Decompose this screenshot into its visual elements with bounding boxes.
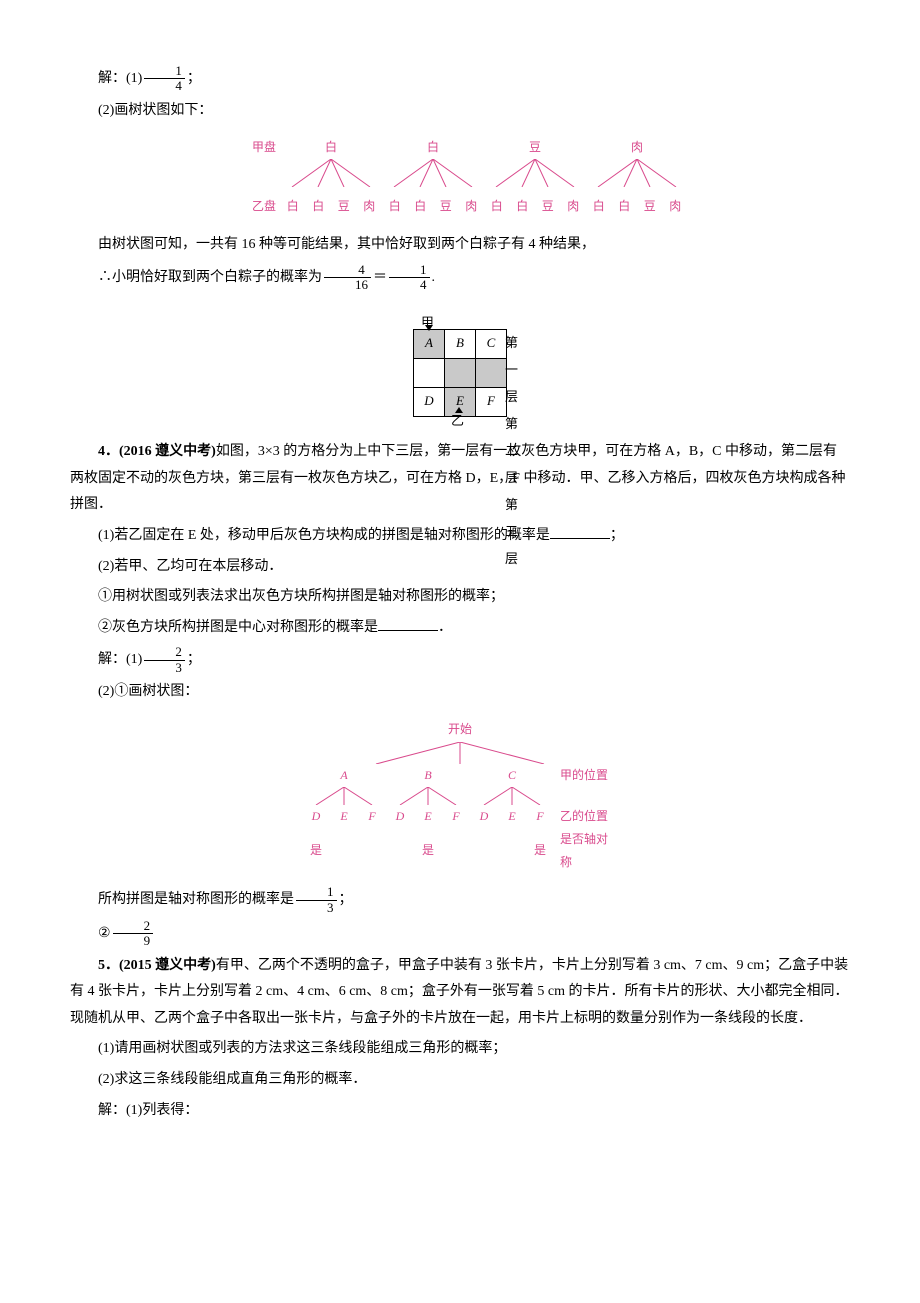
tree1-leaf-group: 白白豆肉 [586, 195, 688, 218]
q5-sol: 解：(1)列表得： [70, 1098, 850, 1125]
q3-conclusion1: 由树状图可知，一共有 16 种等可能结果，其中恰好取到两个白粽子有 4 种结果， [70, 232, 850, 259]
q4-p2: (2)若甲、乙均可在本层移动． [70, 554, 850, 581]
tree2-results-label: 是否轴对称 [554, 828, 618, 874]
tree1-top-2: 豆 [484, 136, 586, 159]
q4-number: 4． [98, 444, 119, 459]
fraction: 29 [113, 919, 154, 949]
q3-sol-part1: 解：(1)14； [70, 64, 850, 94]
q5-number: 5． [98, 958, 119, 973]
fill-blank [378, 616, 438, 631]
branch-icon [586, 159, 688, 187]
fraction: 13 [296, 885, 337, 915]
q4-p2-2: ②灰色方块所构拼图是中心对称图形的概率是． [70, 615, 850, 642]
q4-p1: (1)若乙固定在 E 处，移动甲后灰色方块构成的拼图是轴对称图形的概率是； [70, 523, 850, 550]
grid-row-labels: 第一层 第二层 第三层 [505, 329, 518, 572]
tree2-sub-branches [302, 787, 386, 805]
tree1-row2-label: 乙盘 [232, 195, 280, 218]
tree2-result-group: 是 [470, 839, 554, 862]
tree1-top-3: 肉 [586, 136, 688, 159]
tree1-top-0: 白 [280, 136, 382, 159]
q4-stem: 4．(2016 遵义中考)如图，3×3 的方格分为上中下三层，第一层有一枚灰色方… [70, 439, 850, 519]
branch-icon [280, 159, 382, 187]
tree1-leaf-group: 白白豆肉 [280, 195, 382, 218]
q4-sol-part2-intro: (2)①画树状图： [70, 679, 850, 706]
tree2-mid-label: 甲的位置 [554, 764, 618, 787]
q4-sol-part1: 解：(1)23； [70, 645, 850, 675]
tree2-start: 开始 [302, 718, 618, 741]
arrow-down-icon [425, 325, 433, 331]
q4-sol2-text: 所构拼图是轴对称图形的概率是13； [70, 885, 850, 915]
q5-p2: (2)求这三条线段能组成直角三角形的概率． [70, 1067, 850, 1094]
grid-table: ABC DEF [413, 329, 507, 417]
tree1-top-1: 白 [382, 136, 484, 159]
tree2-top-branches [334, 742, 586, 764]
q3-conclusion2: ∴小明恰好取到两个白粽子的概率为416＝14. [70, 263, 850, 293]
q4-p2-1: ①用树状图或列表法求出灰色方块所构拼图是轴对称图形的概率； [70, 584, 850, 611]
q4-tree-diagram: 开始 A B C 甲的位置 DEF DEF DEF 乙的位置 是 是 是 是否轴… [70, 718, 850, 874]
fraction: 14 [144, 64, 185, 94]
q5-stem: 5．(2015 遵义中考)有甲、乙两个不透明的盒子，甲盒子中装有 3 张卡片，卡… [70, 953, 850, 1033]
tree1-row1-label: 甲盘 [232, 136, 280, 159]
q5-p1: (1)请用画树状图或列表的方法求这三条线段能组成三角形的概率； [70, 1036, 850, 1063]
tree2-result-group: 是 [386, 839, 470, 862]
branch-icon [484, 159, 586, 187]
q4-sol2-2: ②29 [70, 919, 850, 949]
fill-blank [550, 524, 610, 539]
branch-icon [382, 159, 484, 187]
tree2-result-group: 是 [302, 839, 386, 862]
tree2-sub-branches [470, 787, 554, 805]
tree2-leaves-label: 乙的位置 [554, 805, 618, 828]
tree2-leaf-group: DEF [302, 805, 386, 828]
tree2-leaf-group: DEF [386, 805, 470, 828]
tree2-leaf-group: DEF [470, 805, 554, 828]
fraction: 416 [324, 263, 371, 293]
tree2-sub-branches [386, 787, 470, 805]
tree1-leaf-group: 白白豆肉 [382, 195, 484, 218]
grid-jia-label: 甲 [421, 311, 434, 336]
sol-label: 解： [98, 71, 126, 86]
grid-yi-label: 乙 [451, 409, 464, 434]
fraction: 23 [144, 645, 185, 675]
sol-label: 解： [98, 1103, 126, 1118]
fraction: 14 [389, 263, 430, 293]
q3-tree-diagram: 甲盘 白 白 豆 肉 乙盘 白白豆肉 白白豆肉 白白豆肉 白白豆肉 [70, 136, 850, 220]
q4-grid-figure: 甲 ABC DEF 第一层 第二层 第三层 乙 [70, 329, 850, 428]
q3-sol-part2-intro: (2)画树状图如下： [70, 98, 850, 125]
sol-label: 解： [98, 652, 126, 667]
tree1-leaf-group: 白白豆肉 [484, 195, 586, 218]
